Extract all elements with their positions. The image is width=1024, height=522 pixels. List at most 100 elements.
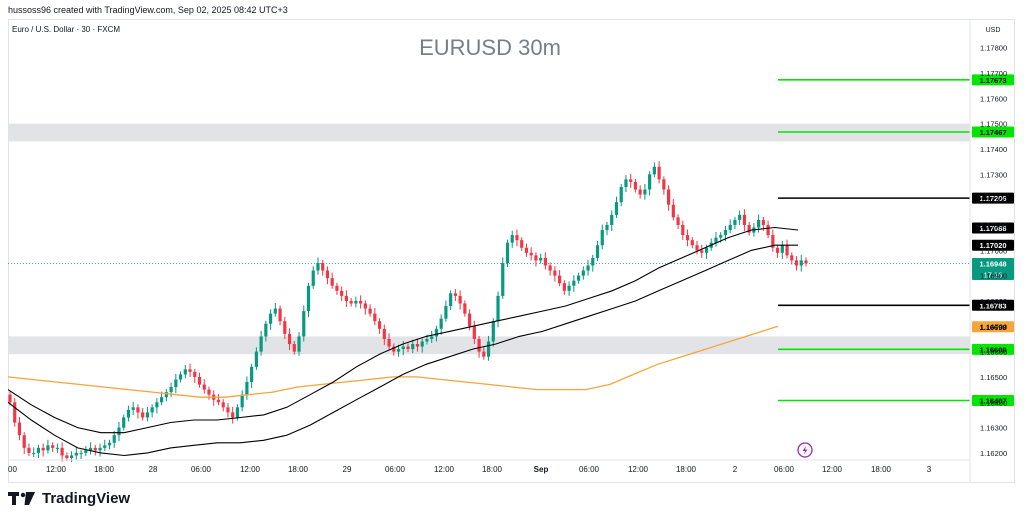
candle-body xyxy=(254,351,258,367)
candle-body xyxy=(283,321,287,334)
candle-body xyxy=(264,323,268,337)
x-tick-label: 00 xyxy=(8,465,17,474)
candle-body xyxy=(434,328,439,337)
candle-body xyxy=(676,217,680,225)
level-badge xyxy=(972,222,1014,234)
price-chart[interactable]: 1.17673 1.17467 1.17206 1.17088 1.17020 1.169… xyxy=(8,19,1015,483)
candle-body xyxy=(302,311,306,337)
y-tick-label: 1.17200 xyxy=(980,196,1007,205)
candle-body xyxy=(766,224,770,236)
candle-body xyxy=(534,255,538,261)
candle-body xyxy=(349,300,353,304)
candle-body xyxy=(335,285,339,291)
orange-moving-average-line xyxy=(8,325,779,398)
candle-body xyxy=(306,285,311,312)
indicator-layer xyxy=(8,226,799,457)
candle-body xyxy=(359,300,363,304)
y-tick-label: 1.16900 xyxy=(980,272,1007,281)
candle-body xyxy=(330,278,334,286)
x-tick-label: 18:00 xyxy=(288,465,309,474)
candle-body xyxy=(377,321,382,329)
candle-body xyxy=(704,247,709,253)
level-label: 1.16948 xyxy=(979,259,1006,268)
candle-body xyxy=(415,344,420,347)
candle-body xyxy=(145,412,150,418)
candle-body xyxy=(662,179,666,190)
y-tick-label: 1.17400 xyxy=(980,145,1007,154)
level-label: 1.16783 xyxy=(979,301,1006,310)
channel-lower-line xyxy=(8,244,798,457)
candle-body xyxy=(614,202,619,215)
level-label: 1.16609 xyxy=(979,345,1006,354)
candle-body xyxy=(463,303,467,314)
candle-body xyxy=(164,392,168,398)
candle-body xyxy=(259,336,263,352)
candle-body xyxy=(453,293,457,296)
candle-body xyxy=(240,394,244,408)
candle-body xyxy=(690,240,694,246)
y-tick-label: 1.17800 xyxy=(980,44,1007,53)
candle-body xyxy=(292,344,296,352)
candle-body xyxy=(41,447,45,451)
candle-body xyxy=(32,452,36,454)
y-tick-label: 1.16400 xyxy=(980,398,1007,407)
candle-body xyxy=(88,447,93,451)
candle-body xyxy=(605,224,609,231)
y-tick-label: 1.16600 xyxy=(980,348,1007,357)
candle-body xyxy=(486,341,491,357)
candle-body xyxy=(558,275,562,284)
candle-body xyxy=(543,257,548,266)
candle-body xyxy=(467,313,472,327)
countdown-label: 17:16 xyxy=(984,270,1003,279)
candle-body xyxy=(169,387,173,393)
lightning-icon[interactable] xyxy=(797,442,813,458)
chart-title: EURUSD 30m xyxy=(419,35,561,60)
candle-body xyxy=(799,260,803,266)
candle-body xyxy=(226,407,230,413)
candle-body xyxy=(297,336,301,352)
candle-body xyxy=(742,214,747,225)
candle-body xyxy=(160,397,164,403)
candle-body xyxy=(671,204,675,218)
candle-body xyxy=(657,166,661,180)
candle-body xyxy=(591,257,595,266)
candle-body xyxy=(529,252,533,256)
level-badge xyxy=(972,321,1014,333)
candle-body xyxy=(548,265,552,271)
level-badge xyxy=(972,192,1014,204)
level-label: 1.17088 xyxy=(979,224,1006,233)
candle-body xyxy=(273,308,277,314)
candle-body xyxy=(652,166,656,175)
y-tick-label: 1.17000 xyxy=(980,246,1007,255)
level-badge xyxy=(972,257,1014,280)
candle-body xyxy=(510,235,514,243)
level-label: 1.17467 xyxy=(979,128,1006,137)
candle-body xyxy=(572,280,576,286)
candle-body xyxy=(666,189,671,205)
candle-body xyxy=(235,407,240,418)
candle-body xyxy=(74,452,78,456)
x-tick-label: 06:00 xyxy=(385,465,406,474)
candle-body xyxy=(79,452,83,454)
level-badge xyxy=(972,299,1014,311)
x-tick-label: 12:00 xyxy=(628,465,649,474)
candle-body xyxy=(719,235,723,238)
candle-body xyxy=(491,321,495,342)
x-tick-label: 12:00 xyxy=(46,465,67,474)
candle-body xyxy=(13,402,17,423)
price-axis: USD 1.17800 1.17700 1.17600 1.17500 1.17400 1.… xyxy=(969,19,1007,483)
y-tick-label: 1.17700 xyxy=(980,69,1007,78)
candle-body xyxy=(785,245,789,256)
currency-label: USD xyxy=(986,27,1001,34)
y-tick-label: 1.16500 xyxy=(980,373,1007,382)
candle-body xyxy=(496,295,500,322)
x-tick-label: Sep xyxy=(534,465,549,474)
candle-body xyxy=(581,270,585,276)
x-tick-label: 06:00 xyxy=(191,465,212,474)
candle-body xyxy=(55,447,59,449)
candle-body xyxy=(396,349,401,352)
candle-body xyxy=(439,318,443,329)
candle-body xyxy=(567,285,571,291)
candle-body xyxy=(93,447,97,451)
candle-body xyxy=(449,293,453,307)
